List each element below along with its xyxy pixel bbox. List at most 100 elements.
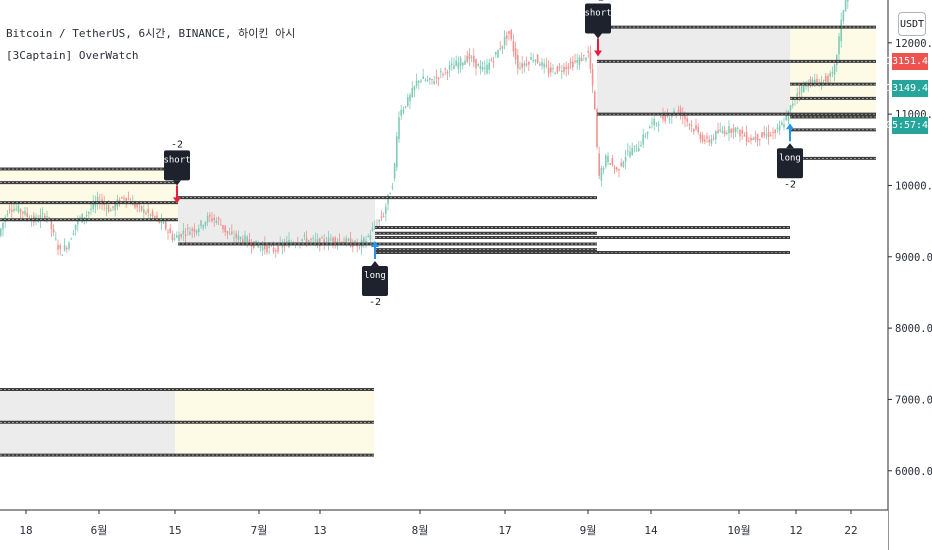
candle-body [334,237,336,244]
candle-body [697,126,699,133]
candle-body [587,51,589,53]
signal-type-label: short [163,155,190,165]
candle-body [745,131,748,142]
candle-body [220,224,222,226]
candle-body [550,67,552,73]
candle-body [215,220,218,223]
candle-body [717,130,719,133]
candle-body [800,85,803,93]
candle-body [506,35,508,39]
candle-body [411,88,413,98]
candle-body [138,203,141,205]
candle-body [589,52,592,69]
signal-arrow-head [594,50,602,57]
candle-body [66,247,68,249]
candle-body [644,135,647,137]
candle-body [748,140,750,142]
candle-body [798,92,801,94]
candle-body [457,62,460,69]
candle-body [59,245,61,250]
candle-body [734,127,737,133]
candle-body [477,64,479,67]
candle-body [611,157,614,166]
candle-body [517,55,519,69]
candle-body [184,234,187,236]
time-tick-label: 10월 [727,524,750,537]
candle-body [492,61,495,63]
price-tick-label: 10000.00 [895,180,932,192]
signal-label-pointer [594,33,602,39]
candle-body [321,237,323,239]
candle-body [171,234,174,241]
candle-body [305,238,308,243]
candle-body [756,133,759,141]
candle-body [464,60,466,65]
candle-body [501,45,504,49]
candle-body [63,245,66,251]
candle-body [642,134,644,145]
candle-body [451,63,453,66]
time-tick-label: 9월 [580,524,597,537]
candle-body [96,196,99,204]
price-tick-label: 7000.00 [895,394,932,406]
countdown-tag: 05:57:40 [886,117,932,134]
candle-body [598,153,600,176]
candle-body [114,204,116,211]
candle-body [484,67,486,69]
candle-body [811,79,814,83]
candle-body [455,60,457,66]
candle-body [310,239,312,241]
candle-body [11,209,13,212]
signal-count-label: -2 [369,297,381,308]
candle-body [72,233,75,235]
candle-body [81,213,83,223]
signal-arrow-head [786,123,794,130]
candle-body [134,203,136,208]
candle-body [620,162,622,166]
candle-body [37,220,39,222]
time-tick-label: 7월 [251,524,268,537]
candle-body [543,63,545,68]
candle-body [275,250,277,252]
candle-body [693,129,695,132]
candle-body [211,218,213,221]
candle-body [453,65,455,70]
candle-body [481,67,484,70]
candle-body [0,228,2,236]
candle-body [277,244,279,252]
candle-body [156,215,158,218]
candle-body [6,213,9,216]
candle-body [180,234,182,237]
candle-body [88,212,90,214]
candle-body [167,231,169,233]
candle-body [814,79,816,84]
candle-body [759,139,761,141]
candle-body [473,55,475,63]
candle-body [739,130,741,137]
candle-body [629,151,631,157]
candle-body [512,41,515,52]
candle-body [710,138,713,144]
candle-body [402,109,405,113]
candle-body [222,225,224,230]
candle-body [105,207,108,209]
candle-body [616,167,618,170]
candle-body [165,221,167,230]
candle-body [123,198,125,200]
time-tick-label: 14 [644,524,658,537]
candle-body [107,205,110,212]
candle-body [327,237,330,244]
candle-body [789,105,792,111]
time-axis-bg [0,510,888,550]
candle-body [712,138,715,140]
candle-body [572,61,574,68]
candle-body [79,217,81,219]
candle-body [649,126,651,129]
currency-button[interactable]: USDT [898,12,926,36]
candle-body [312,238,314,240]
candle-body [580,57,583,62]
candle-body [781,122,783,126]
candle-body [149,214,152,216]
candle-body [77,218,79,225]
